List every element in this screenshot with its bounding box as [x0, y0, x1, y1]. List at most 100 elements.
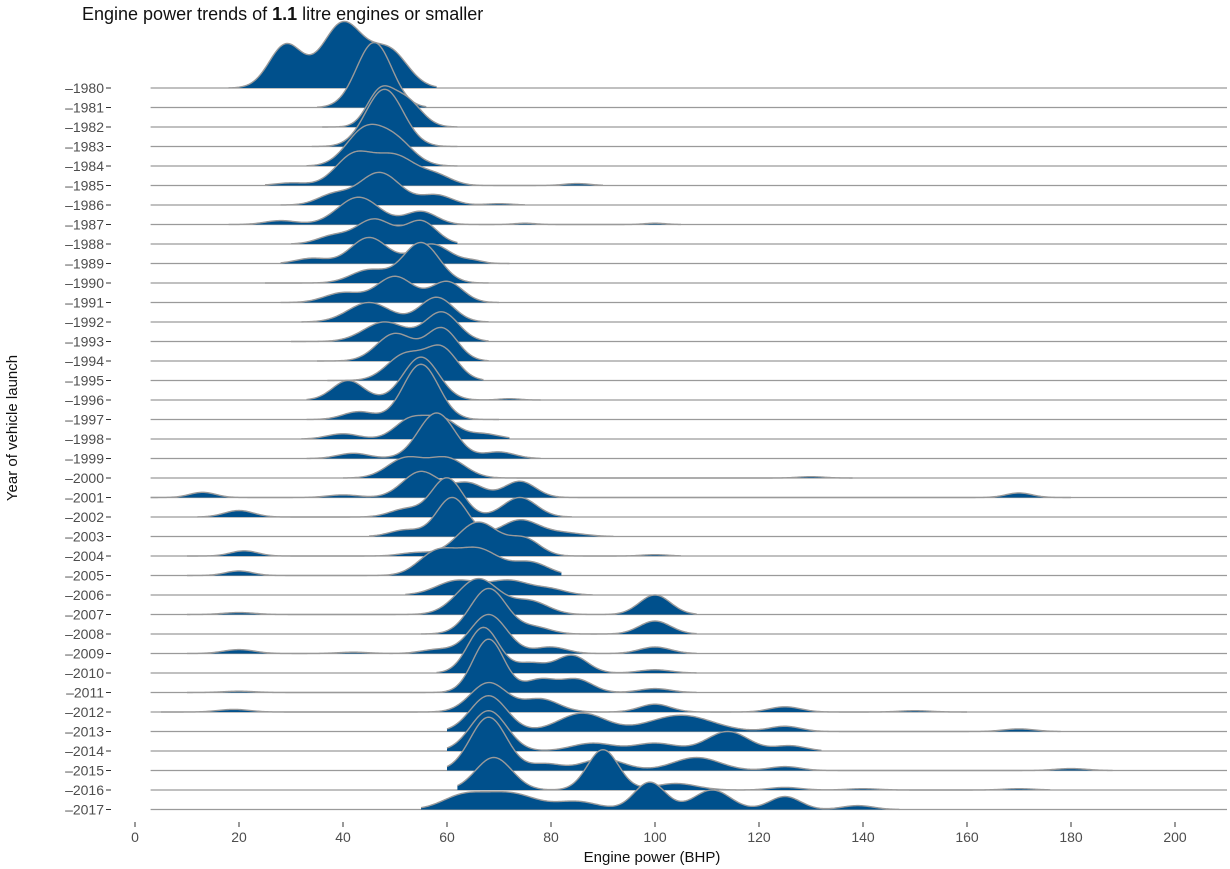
ridge-line-2012 [161, 681, 967, 713]
ridge-line-2005 [187, 546, 562, 577]
y-tick-label-1985: –1985 [65, 178, 104, 194]
ridge-fill-2000 [343, 456, 853, 478]
y-tick-label-2004: –2004 [65, 548, 104, 564]
ridge-fill-2013 [447, 695, 1061, 732]
x-tick-label-160: 160 [955, 829, 979, 845]
ridge-line-1986 [280, 171, 526, 206]
ridge-fill-1983 [311, 89, 458, 147]
y-tick-label-1998: –1998 [65, 431, 104, 447]
y-tick-label-1999: –1999 [65, 451, 104, 467]
y-tick-label-1981: –1981 [65, 100, 104, 116]
y-tick-label-1984: –1984 [65, 158, 104, 174]
y-tick-label-1993: –1993 [65, 334, 104, 350]
ridge-line-1982 [322, 85, 458, 128]
ridge-line-1987 [228, 196, 682, 226]
y-tick-label-1991: –1991 [65, 295, 104, 311]
ridge-line-1995 [327, 344, 484, 382]
ridge-fill-1997 [306, 364, 499, 420]
ridge-line-2011 [187, 638, 697, 694]
ridge-line-2006 [405, 579, 593, 596]
ridge-fill-2014 [447, 710, 822, 751]
y-tick-label-1992: –1992 [65, 314, 104, 330]
x-axis-label: Engine power (BHP) [584, 849, 721, 866]
ridge-line-2007 [187, 577, 697, 616]
y-tick-label-2017: –2017 [65, 802, 104, 818]
ridge-fill-1995 [327, 344, 484, 381]
ridge-fill-2009 [187, 614, 697, 654]
ridge-line-2001 [150, 470, 1071, 499]
x-axis: 0 20 40 60 80 100 120 140 160 180 200 [131, 822, 1187, 845]
ridge-fill-2001 [150, 471, 1072, 498]
y-tick-label-2012: –2012 [65, 704, 104, 720]
y-tick-label-2000: –2000 [65, 470, 104, 486]
ridge-fill-2006 [405, 579, 593, 595]
y-tick-label-1997: –1997 [65, 412, 104, 428]
ridge-fill-2002 [197, 477, 572, 517]
ridge-line-1991 [280, 275, 500, 304]
y-tick-label-1980: –1980 [65, 80, 104, 96]
y-tick-label-2015: –2015 [65, 763, 104, 779]
x-tick-label-100: 100 [643, 829, 667, 845]
ridge-line-2013 [446, 695, 1061, 733]
ridge-line-1980 [228, 20, 437, 89]
ridge-fill-1980 [228, 21, 437, 88]
ridge-line-1996 [306, 356, 541, 401]
ridge-fill-2003 [369, 497, 614, 537]
ridge-fill-1999 [306, 413, 541, 459]
y-tick-label-1982: –1982 [65, 119, 104, 135]
y-tick-label-1983: –1983 [65, 139, 104, 155]
ridge-line-1998 [301, 414, 510, 440]
ridge-line-2017 [420, 781, 900, 811]
y-tick-label-1990: –1990 [65, 275, 104, 291]
y-tick-label-2005: –2005 [65, 568, 104, 584]
ridge-fill-1985 [265, 151, 603, 186]
x-tick-label-80: 80 [543, 829, 559, 845]
ridge-fill-1988 [291, 218, 458, 244]
y-tick-label-1995: –1995 [65, 373, 104, 389]
y-tick-label-1987: –1987 [65, 217, 104, 233]
y-tick-label-1986: –1986 [65, 197, 104, 213]
ridge-line-2010 [436, 626, 697, 674]
ridge-fill-2004 [187, 522, 681, 556]
x-tick-label-120: 120 [747, 829, 771, 845]
y-tick-label-2009: –2009 [65, 646, 104, 662]
ridge-line-1984 [306, 123, 458, 167]
ridge-fill-1991 [280, 276, 499, 303]
ridge-fill-1987 [228, 197, 681, 225]
ridge-fill-2005 [187, 547, 562, 576]
x-tick-label-0: 0 [131, 829, 139, 845]
y-tick-label-1996: –1996 [65, 392, 104, 408]
ridge-fill-2011 [187, 639, 697, 693]
ridge-line-1999 [306, 412, 541, 460]
ridge-line-1997 [306, 363, 499, 421]
ridge-line-2016 [457, 748, 1051, 791]
ridge-line-1989 [280, 236, 510, 265]
x-tick-label-140: 140 [851, 829, 875, 845]
x-tick-label-180: 180 [1059, 829, 1083, 845]
ridge-fill-1990 [265, 242, 489, 283]
x-tick-label-40: 40 [335, 829, 351, 845]
ridge-line-2015 [446, 716, 1113, 772]
ridge-fill-1986 [280, 172, 525, 205]
ridge-line-1988 [290, 218, 458, 245]
y-tick-label-2008: –2008 [65, 626, 104, 642]
y-tick-label-2006: –2006 [65, 587, 104, 603]
y-axis-label: Year of vehicle launch [4, 355, 21, 501]
ridge-line-2002 [197, 477, 572, 518]
ridge-fill-2017 [421, 782, 900, 810]
y-tick-label-2011: –2011 [66, 685, 104, 701]
y-tick-label-1989: –1989 [65, 256, 104, 272]
y-tick-label-2013: –2013 [65, 724, 104, 740]
y-tick-label-2014: –2014 [65, 743, 104, 759]
x-tick-label-20: 20 [231, 829, 247, 845]
ridge-line-2014 [446, 709, 822, 751]
y-tick-label-2003: –2003 [65, 529, 104, 545]
ridge-fill-2015 [447, 717, 1113, 771]
ridge-line-1983 [311, 88, 458, 148]
ridge-line-1994 [317, 326, 489, 362]
ridge-line-2009 [187, 613, 697, 655]
ridge-line-1990 [265, 241, 489, 284]
ridges-group [150, 20, 1227, 811]
ridge-line-2008 [420, 587, 697, 635]
